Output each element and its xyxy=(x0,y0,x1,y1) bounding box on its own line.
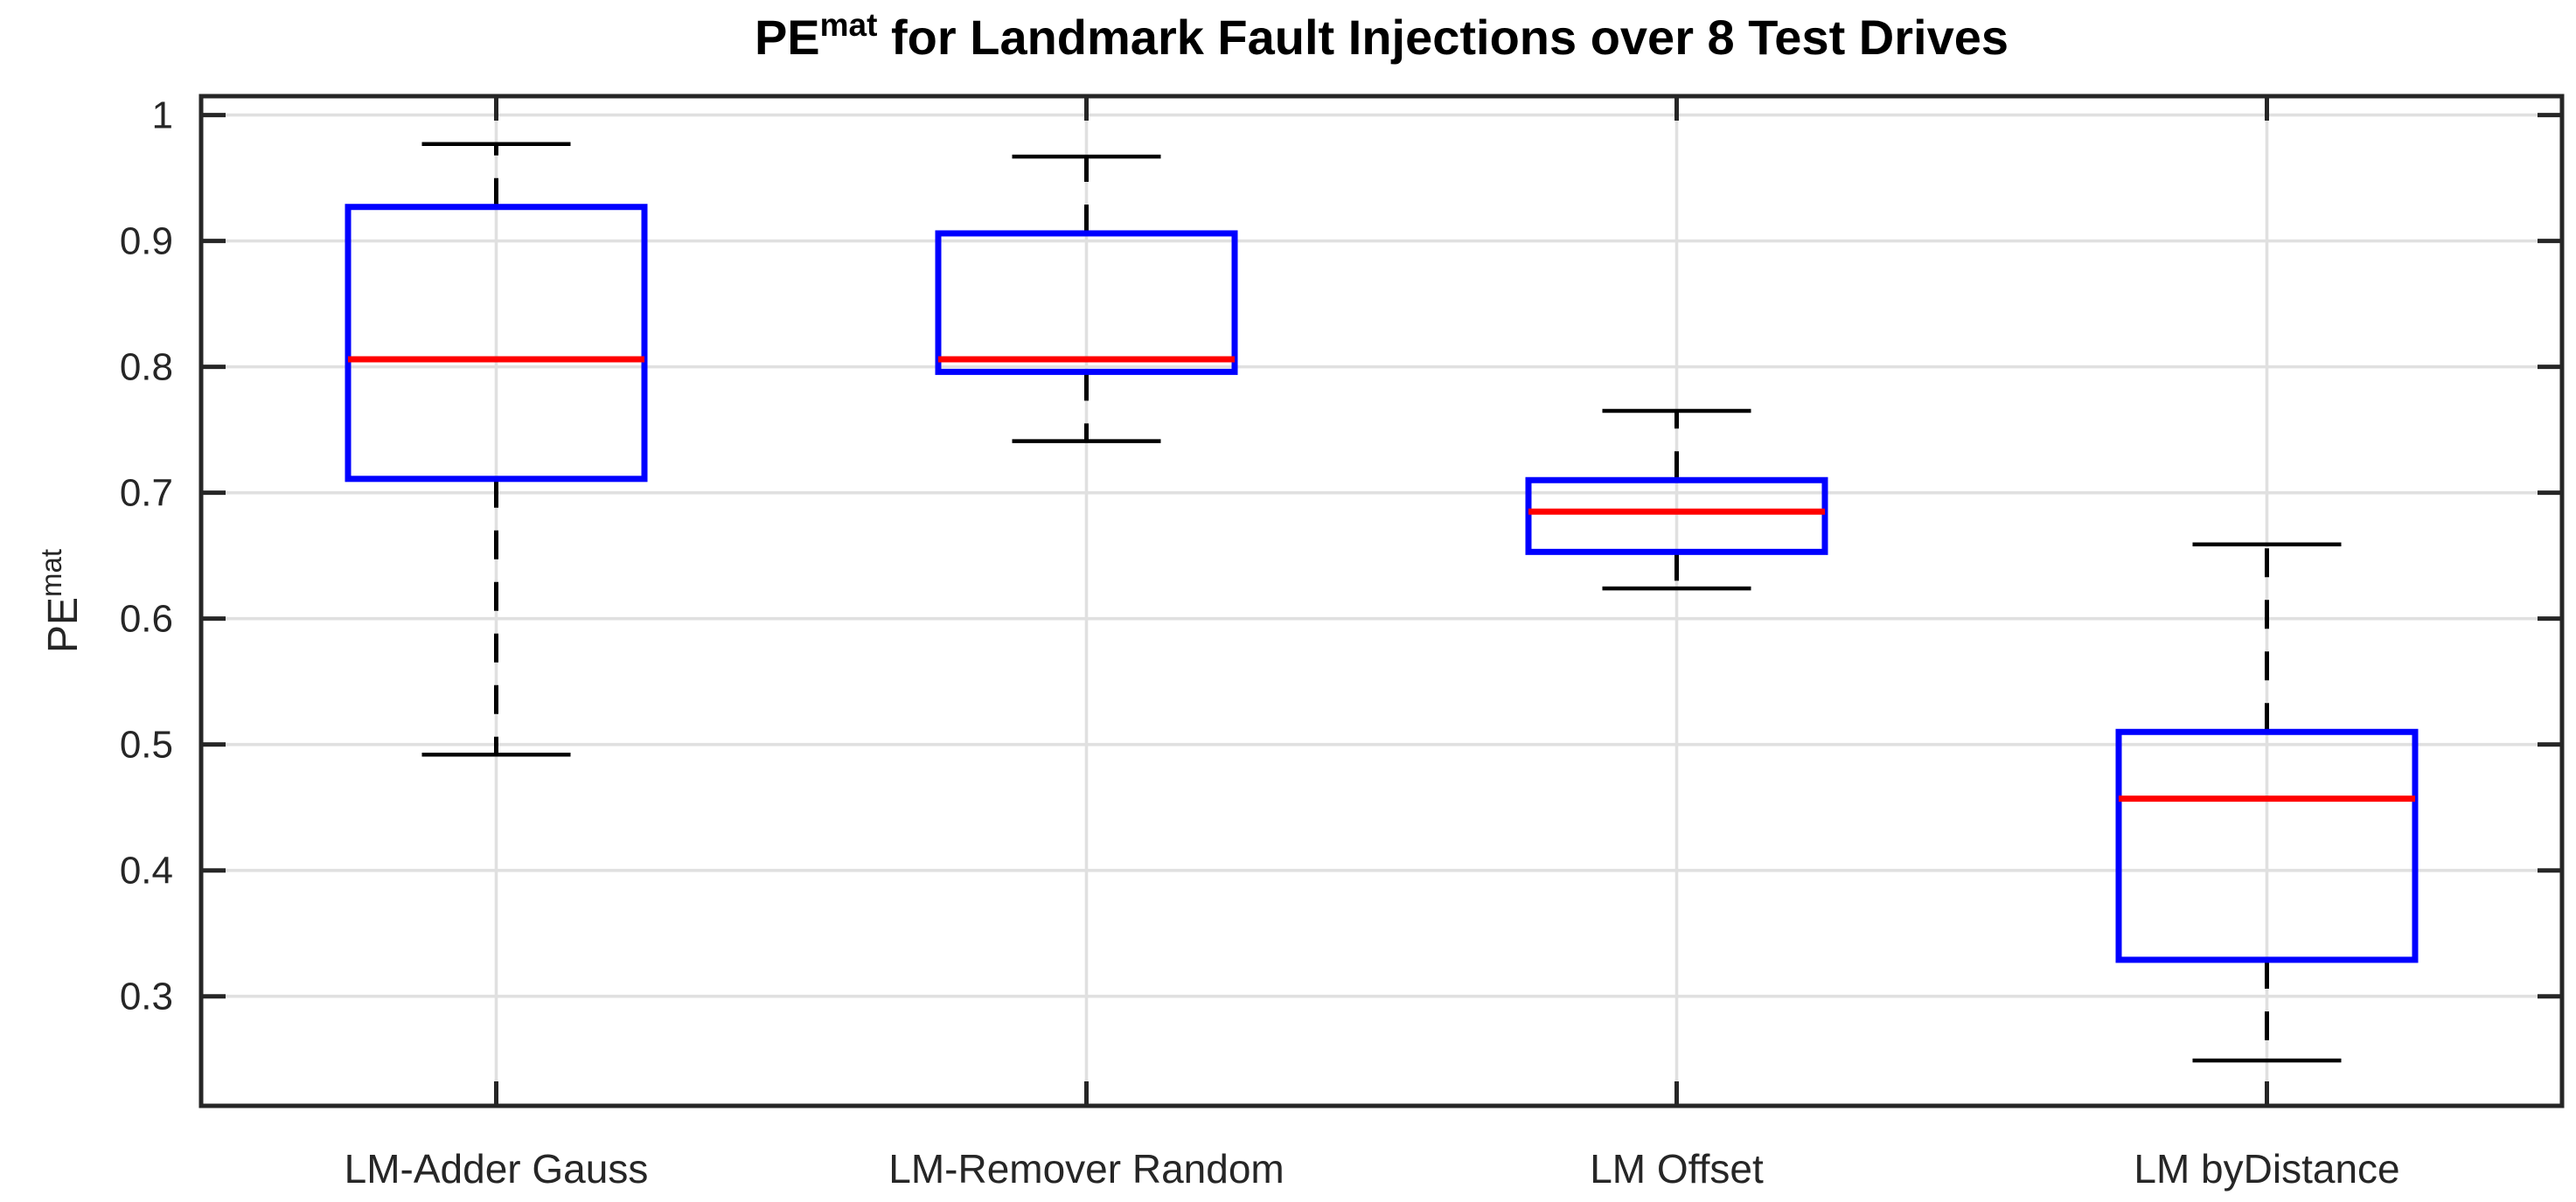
y-tick-label: 0.3 xyxy=(120,976,173,1018)
y-axis-label: PEmat xyxy=(35,549,87,653)
y-tick-label: 0.9 xyxy=(120,220,173,263)
y-tick-label: 1 xyxy=(152,94,173,137)
y-tick-label: 0.6 xyxy=(120,598,173,641)
box-group xyxy=(2115,542,2419,1063)
box-group xyxy=(345,142,648,757)
y-tick-label: 0.5 xyxy=(120,724,173,767)
y-tick-label: 0.4 xyxy=(120,850,173,893)
x-category-label: LM byDistance xyxy=(2134,1146,2399,1192)
iqr-box xyxy=(2115,728,2419,963)
box-group xyxy=(935,154,1238,443)
iqr-box xyxy=(1525,476,1828,555)
y-tick-label: 0.7 xyxy=(120,472,173,515)
iqr-box xyxy=(345,204,648,483)
x-category-label: LM-Adder Gauss xyxy=(345,1146,649,1192)
box-group xyxy=(1525,408,1828,591)
iqr-box xyxy=(935,230,1238,375)
x-category-label: LM Offset xyxy=(1590,1146,1764,1192)
axes-frame xyxy=(198,94,2565,1108)
chart-title: PEmat for Landmark Fault Injections over… xyxy=(755,7,2009,65)
x-category-label: LM-Remover Random xyxy=(888,1146,1284,1192)
y-tick-label: 0.8 xyxy=(120,346,173,389)
gridlines xyxy=(201,96,2562,1106)
tick-marks xyxy=(201,96,2562,1106)
